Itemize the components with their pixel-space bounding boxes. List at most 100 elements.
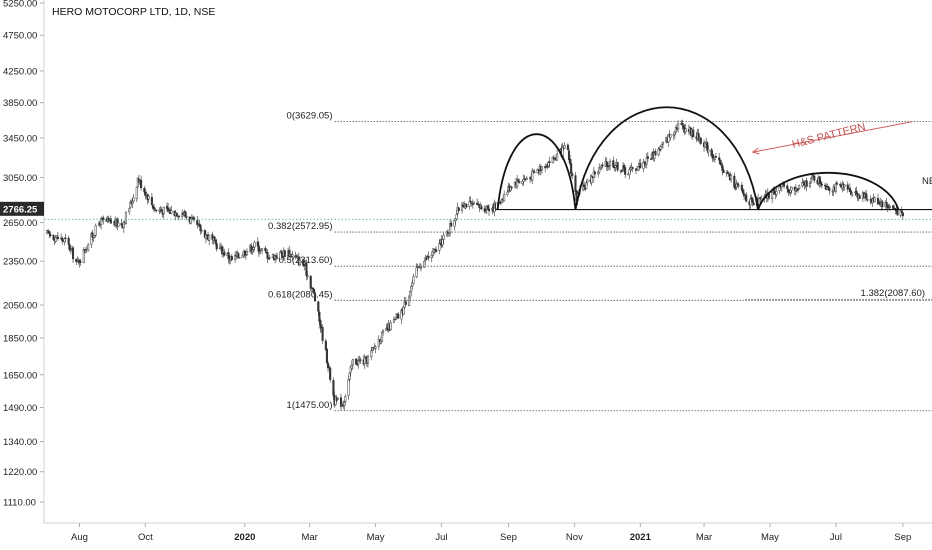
x-tick-label: Sep [500,532,517,543]
candle-body [657,148,660,156]
candle [312,288,316,295]
candle [722,167,725,173]
candle-body [873,197,876,203]
candle-body [328,366,331,368]
candle [363,354,366,369]
candle-body [681,122,684,126]
candle-body [614,165,617,168]
candle [177,214,180,221]
candle-body [787,189,790,192]
candle [347,375,350,400]
candle-body [460,204,464,211]
candle-body [213,236,216,240]
candle [128,208,131,215]
candle-body [128,208,131,212]
candle-body [131,201,134,204]
y-tick-label: 3450.00 [3,133,37,144]
candle [68,243,71,252]
candle-body [140,179,143,189]
candle [548,156,551,168]
candle-body [336,398,339,400]
candle-body [809,178,813,183]
x-tick-label: Jul [830,532,842,543]
candle-body [67,237,70,245]
candle [851,191,854,198]
candle-body [215,243,218,250]
candle-body [275,255,278,258]
candle-body [786,185,789,190]
candle-body [692,129,695,138]
candle-body [374,346,377,349]
candle-body [252,247,255,250]
candle-body [408,295,411,306]
candle-body [49,234,52,237]
candle-body [94,225,97,236]
candle [699,136,702,146]
candle-body [63,238,66,243]
candle-body [196,220,199,225]
candle-body [380,331,384,342]
candle [692,126,695,138]
candle [261,248,264,254]
candle-body [601,164,604,167]
candle [84,246,88,254]
candle [661,141,665,149]
candle [196,215,199,229]
candle-body [189,218,192,224]
y-tick-label: 1110.00 [3,498,36,509]
candle [359,357,362,364]
candle-body [851,193,854,196]
candle [563,141,566,149]
candle-body [896,209,899,216]
candle-body [722,169,725,173]
annotation-arrowhead [751,147,760,155]
candle [835,180,839,186]
candle [786,183,789,194]
candle-body [192,217,196,220]
candle-body [790,186,793,191]
candle [858,193,861,199]
candle-body [567,150,571,161]
candle [790,186,793,194]
candle-body [223,251,226,256]
candle [571,171,574,180]
candle-body [318,311,321,322]
candle-body [245,251,249,256]
candle-body [531,170,534,181]
candle-body [416,266,419,269]
candle-body [771,191,774,199]
candle [283,249,286,262]
candle-body [214,239,217,244]
candle-body [628,169,631,175]
candle-body [325,348,328,363]
candle-body [155,209,158,212]
candle [551,156,554,164]
candle-body [312,288,316,294]
candle-body [599,168,602,170]
candle [351,358,354,370]
candle [213,236,216,242]
candle [245,248,249,256]
candle-body [834,183,837,192]
candle-body [230,256,233,261]
candle [730,173,733,183]
candle [760,195,763,201]
candle-body [469,200,472,203]
candle-body [419,267,422,269]
candle-body [866,199,869,201]
candle [503,190,506,202]
candle [881,200,884,209]
candle [140,175,143,191]
candle [614,165,617,172]
candle-body [389,322,392,331]
candle [402,305,405,316]
candle [332,377,335,400]
candle [667,134,670,147]
candle [574,172,577,196]
candle [657,147,660,157]
candle-body [586,179,589,183]
x-tick-label: Mar [696,532,712,543]
candle [185,212,188,221]
candle [740,182,743,192]
candle-body [480,206,483,210]
